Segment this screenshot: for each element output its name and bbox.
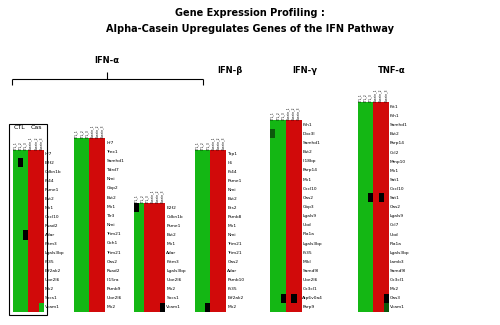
Text: CTL: CTL (14, 125, 26, 130)
Text: Alpha-Casein Upregulates Genes of the IFN Pathway: Alpha-Casein Upregulates Genes of the IF… (106, 24, 394, 34)
Text: IFN-β: IFN-β (217, 66, 242, 75)
Text: TNF-α: TNF-α (378, 66, 406, 75)
Text: Gene Expression Profiling :: Gene Expression Profiling : (175, 8, 325, 18)
Text: Cas: Cas (30, 125, 42, 130)
Text: IFN-γ: IFN-γ (292, 66, 317, 75)
Text: IFN-α: IFN-α (94, 56, 120, 65)
